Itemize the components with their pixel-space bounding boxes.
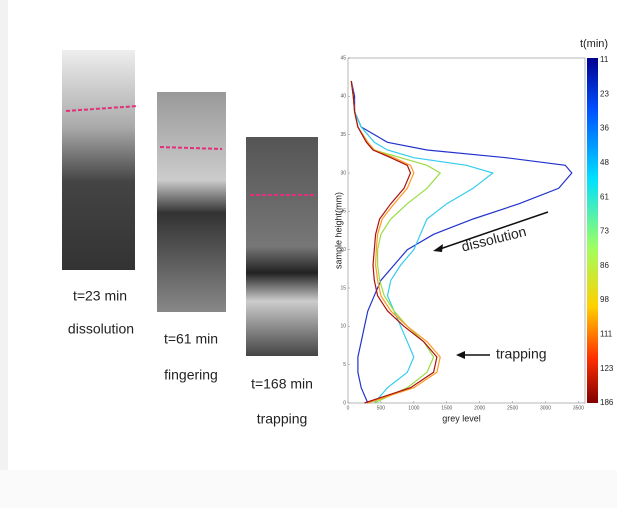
scan [157, 92, 226, 312]
x-tick-label: 1000 [408, 405, 419, 411]
footer [0, 470, 617, 508]
x-tick-label: 1500 [441, 405, 452, 411]
y-tick-label: 15 [340, 285, 346, 291]
x-axis-title: grey level [442, 413, 481, 423]
y-tick-label: 30 [340, 170, 346, 176]
images [62, 50, 318, 356]
x-tick-label: 3000 [540, 405, 551, 411]
colorbar-tick-label: 98 [600, 295, 609, 304]
x-tick-label: 500 [377, 405, 386, 411]
annotation: trapping [496, 346, 547, 362]
colorbar-tick-label: 111 [600, 330, 613, 339]
y-tick-label: 45 [340, 55, 346, 61]
scan [62, 50, 135, 270]
y-axis-title: sample height(mm) [333, 192, 343, 269]
colorbar-tick-label: 123 [600, 364, 614, 373]
x-tick-label: 2500 [507, 405, 518, 411]
colorbar-tick-label: 86 [600, 261, 609, 270]
colorbar-tick-label: 61 [600, 192, 609, 201]
x-tick-label: 2000 [474, 405, 485, 411]
y-tick-label: 0 [343, 400, 346, 406]
y-tick-label: 5 [343, 362, 346, 368]
caption-label: fingering [164, 367, 218, 383]
colorbar-tick-label: 186 [600, 398, 614, 407]
caption-time: t=168 min [251, 376, 313, 392]
x-tick-label: 0 [347, 405, 350, 411]
edge [0, 0, 8, 508]
colorbar [587, 58, 598, 403]
caption-label: dissolution [68, 321, 134, 337]
colorbar-tick-label: 23 [600, 89, 609, 98]
y-tick-label: 35 [340, 132, 346, 138]
caption-time: t=23 min [73, 288, 127, 304]
y-tick-label: 40 [340, 94, 346, 100]
x-tick-label: 3500 [573, 405, 584, 411]
colorbar-tick-label: 11 [600, 55, 609, 64]
colorbar-tick-label: 36 [600, 124, 609, 133]
scan [246, 137, 318, 356]
colorbar-tick-label: 48 [600, 158, 609, 167]
colorbar-title: t(min) [580, 38, 608, 50]
slide: t=23 min dissolution t=61 min fingering … [0, 0, 617, 508]
colorbar-tick-label: 73 [600, 227, 609, 236]
y-tick-label: 10 [340, 324, 346, 330]
caption-time: t=61 min [164, 331, 218, 347]
caption-label: trapping [257, 411, 308, 427]
